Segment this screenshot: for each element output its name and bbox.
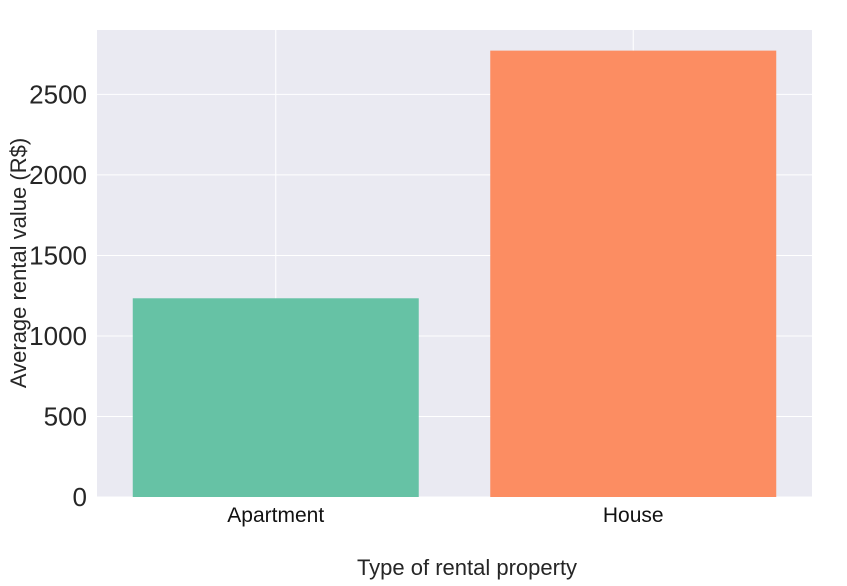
x-tick-label-0: Apartment [227,504,324,527]
y-tick-label-2: 1000 [29,321,87,351]
x-tick-labels: Apartment House [227,504,663,527]
x-tick-label-1: House [603,504,664,527]
y-tick-label-0: 0 [73,482,87,512]
y-tick-labels: 0 500 1000 1500 2000 2500 [29,79,87,512]
y-tick-label-3: 1500 [29,240,87,270]
y-tick-label-5: 2500 [29,79,87,109]
bar-apartment [132,298,419,497]
y-tick-label-4: 2000 [29,160,87,190]
y-tick-label-1: 500 [44,401,87,431]
bar-house [490,50,777,497]
y-axis-label: Average rental value (R$) [6,138,31,388]
bars [132,50,777,497]
x-axis-label: Type of rental property [357,555,577,580]
